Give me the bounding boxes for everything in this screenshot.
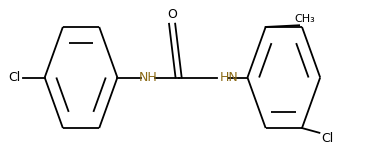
Text: Cl: Cl xyxy=(322,132,334,145)
Text: HN: HN xyxy=(220,71,238,84)
Text: Cl: Cl xyxy=(8,71,20,84)
Text: CH₃: CH₃ xyxy=(295,14,315,24)
Text: O: O xyxy=(167,8,177,21)
Text: NH: NH xyxy=(139,71,157,84)
